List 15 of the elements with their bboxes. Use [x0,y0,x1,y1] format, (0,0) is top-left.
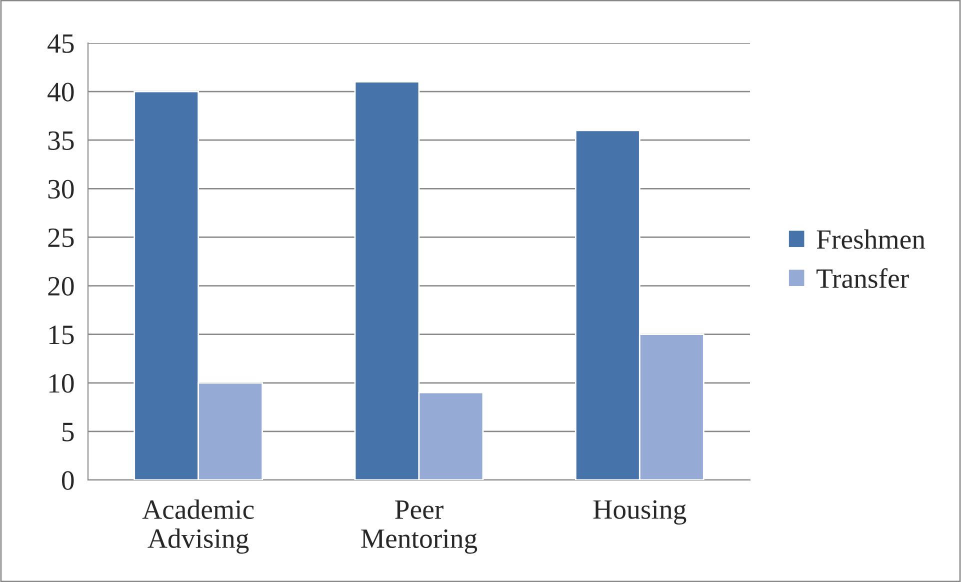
y-tick-label: 40 [48,82,74,102]
y-tick-label: 35 [48,131,74,150]
legend-label: Freshmen [816,229,926,249]
y-tick-label: 20 [48,276,74,296]
y-tick-label: 25 [48,228,74,248]
y-tick-label: 15 [49,326,74,344]
y-tick-label: 30 [48,180,74,199]
legend-label: Transfer [816,268,909,288]
x-tick-label: Academic Advising [142,499,254,554]
x-tick-label: Peer Mentoring [361,500,478,554]
y-tick-label: 10 [49,374,74,393]
x-tick-label: Housing [593,500,686,525]
y-tick-label: 5 [62,422,74,442]
y-tick-label: 0 [62,471,74,490]
y-tick-label: 45 [48,34,74,53]
